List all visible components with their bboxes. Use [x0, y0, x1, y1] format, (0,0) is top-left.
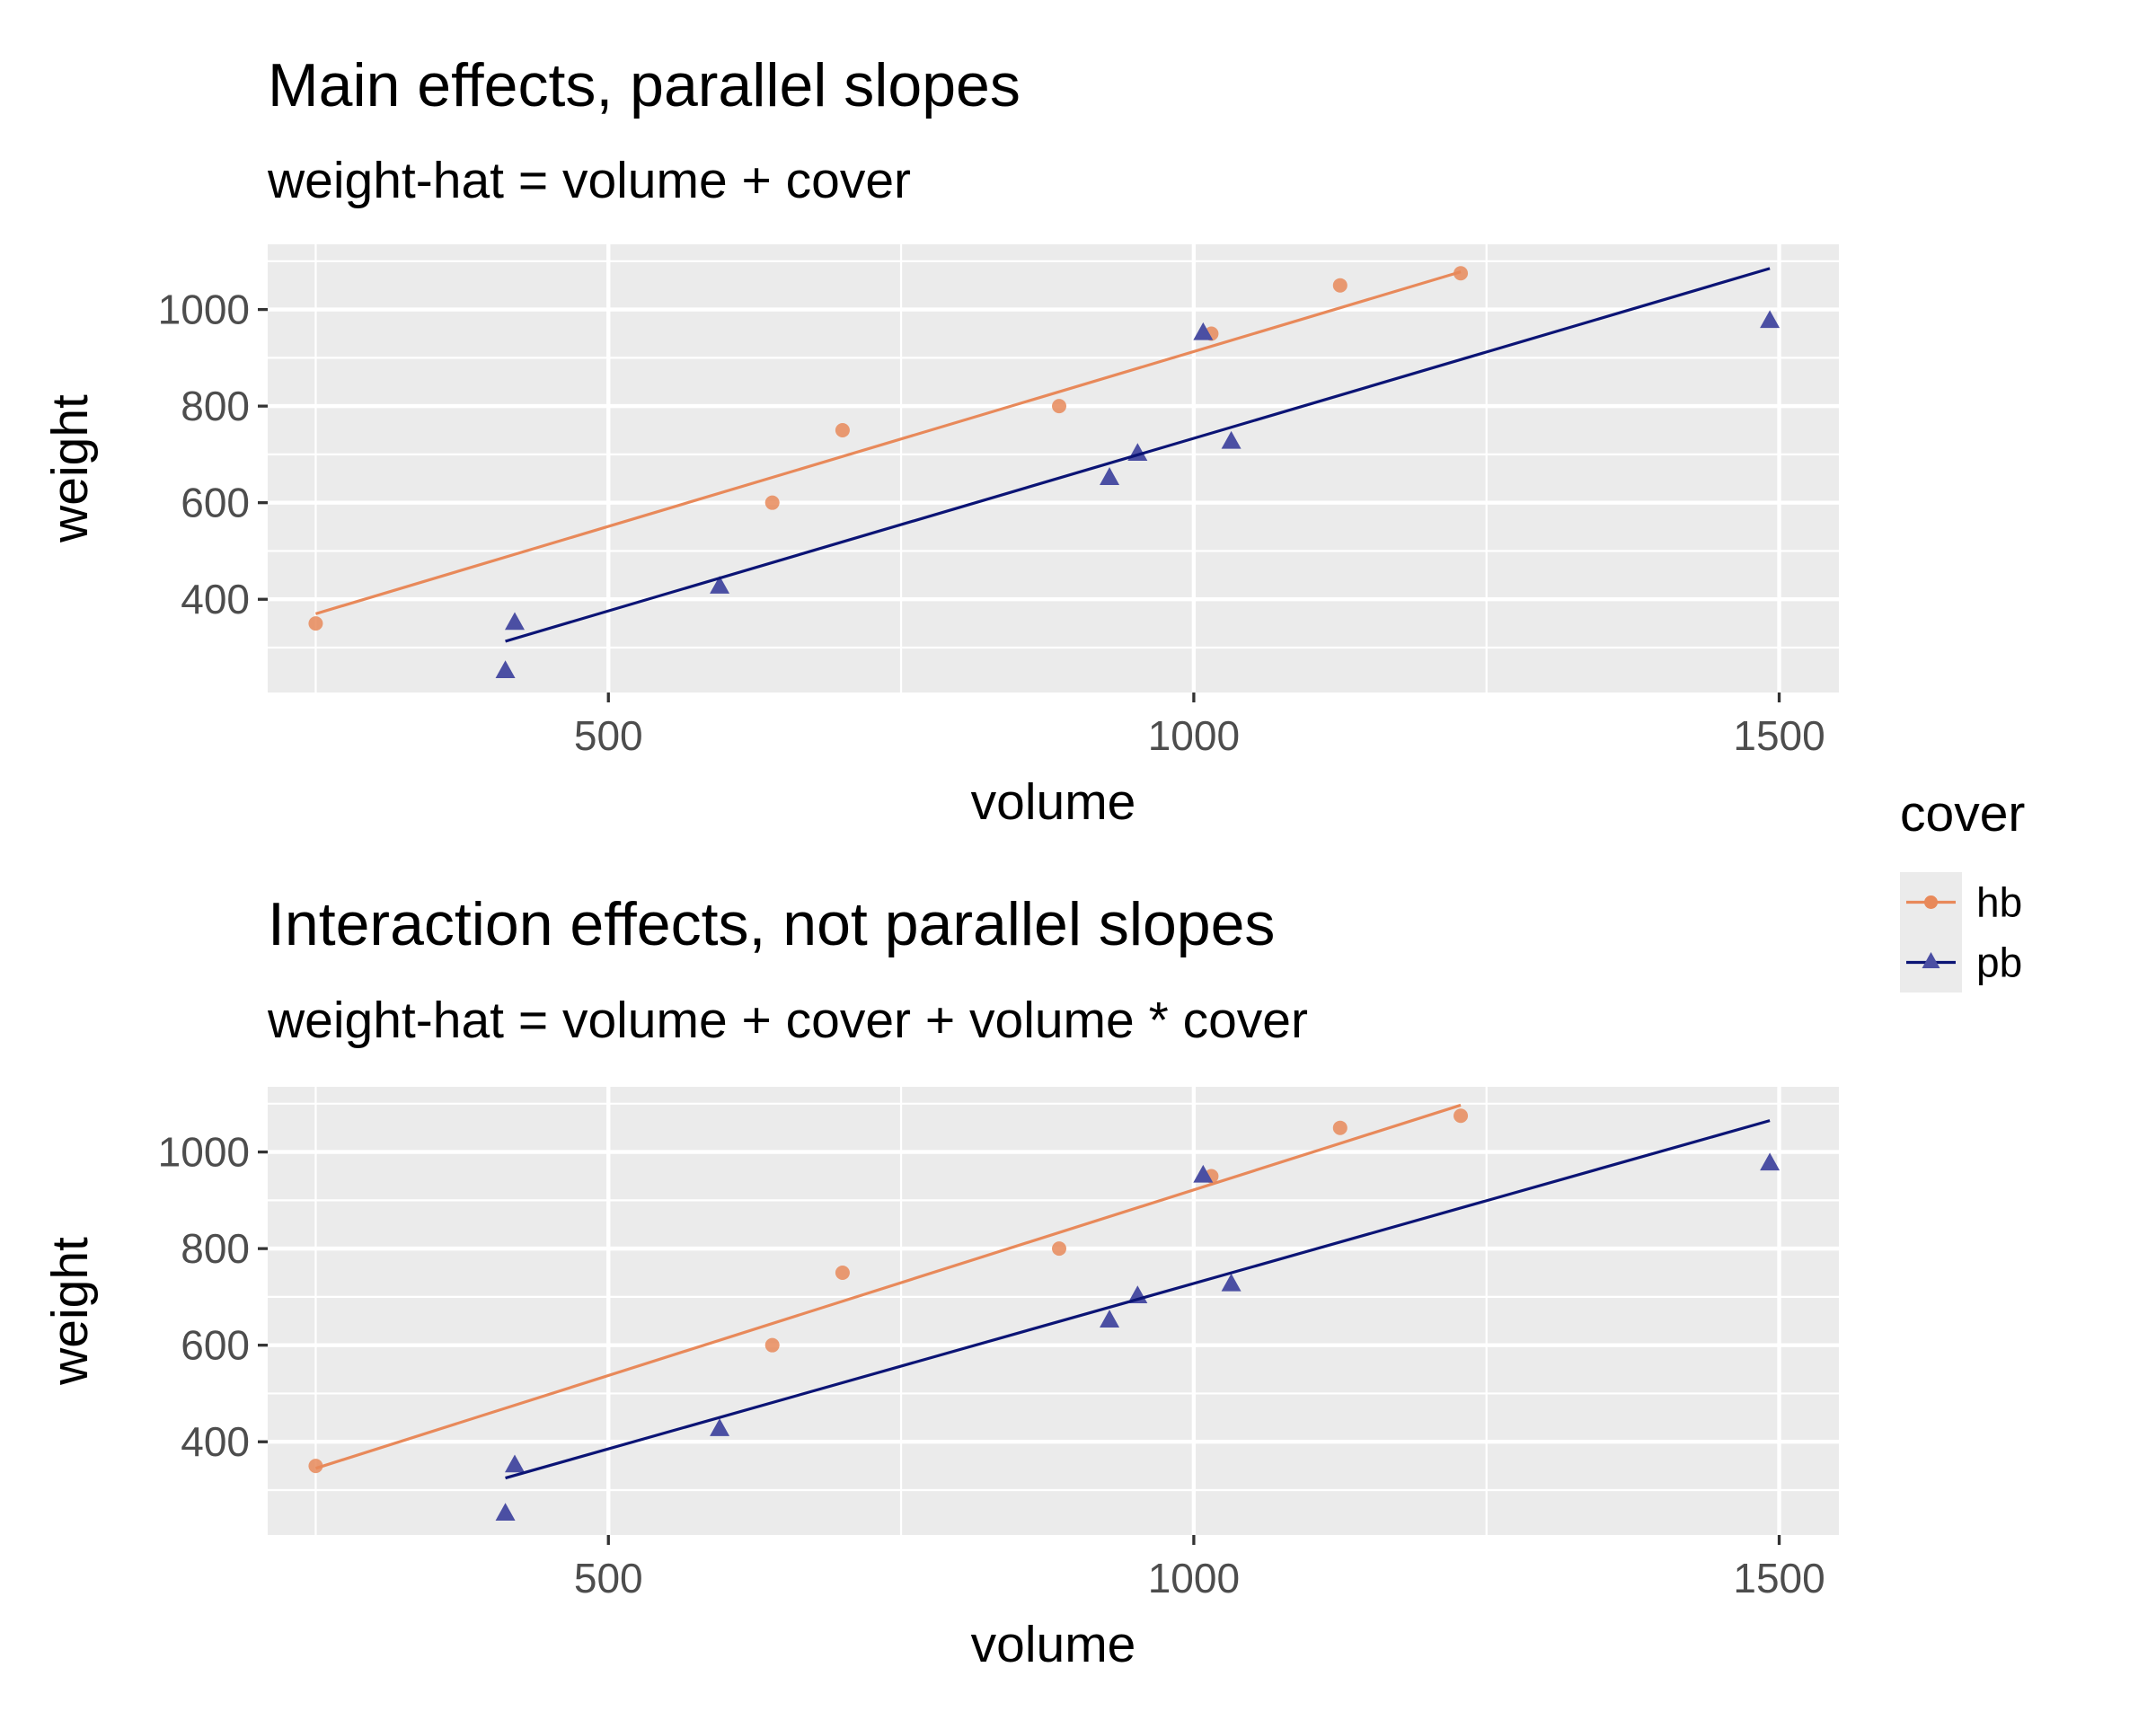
data-point-pb [495, 1503, 516, 1522]
x-tick-label: 500 [574, 1555, 643, 1601]
y-tick-label: 400 [181, 576, 250, 622]
data-point-pb [710, 1418, 730, 1436]
legend-title: cover [1900, 785, 2025, 842]
plot-background [268, 1087, 1839, 1535]
data-point-hb [835, 423, 850, 438]
data-point-hb [764, 495, 780, 510]
fit-line-pb [505, 1119, 1771, 1480]
y-tick-label: 600 [181, 480, 250, 526]
y-tick-label: 1000 [158, 1129, 250, 1176]
y-tick-label: 800 [181, 383, 250, 429]
data-point-pb [1100, 467, 1120, 485]
chart-title: Interaction effects, not parallel slopes [268, 890, 1275, 958]
chart-subtitle: weight-hat = volume + cover + volume * c… [267, 992, 1308, 1049]
data-point-pb [1760, 1152, 1780, 1171]
data-point-pb [1193, 1164, 1214, 1183]
data-point-hb [308, 1459, 323, 1474]
y-axis-label: weight [41, 1237, 99, 1386]
chart-panel-1: Main effects, parallel slopes weight-hat … [41, 51, 1839, 831]
x-tick-label: 500 [574, 712, 643, 759]
data-point-pb [495, 660, 516, 679]
data-point-pb [1760, 310, 1780, 329]
y-tick-label: 400 [181, 1418, 250, 1465]
fit-line-hb [314, 270, 1462, 615]
plot-background [268, 244, 1839, 692]
data-point-pb [504, 1454, 525, 1473]
chart-panel-2: Interaction effects, not parallel slopes… [41, 890, 1839, 1673]
legend: cover hb pb [1900, 785, 2025, 992]
fit-line-hb [314, 1103, 1462, 1470]
legend-label-pb: pb [1976, 939, 2022, 986]
x-tick-label: 1500 [1733, 712, 1825, 759]
data-point-pb [1221, 430, 1241, 449]
legend-marker-pb [1922, 952, 1940, 968]
y-tick-label: 1000 [158, 287, 250, 333]
chart-title: Main effects, parallel slopes [268, 51, 1021, 119]
y-axis-label: weight [41, 394, 99, 543]
x-axis-label: volume [971, 773, 1136, 831]
data-point-pb [1193, 322, 1214, 340]
legend-label-hb: hb [1976, 879, 2022, 926]
x-tick-label: 1000 [1148, 712, 1240, 759]
data-point-hb [1454, 1108, 1469, 1124]
x-tick-label: 1000 [1148, 1555, 1240, 1601]
data-point-hb [308, 616, 323, 631]
y-tick-label: 600 [181, 1322, 250, 1369]
data-point-hb [1052, 1241, 1067, 1257]
data-point-pb [1100, 1310, 1120, 1328]
data-point-hb [764, 1337, 780, 1353]
data-point-pb [1221, 1273, 1241, 1292]
data-point-pb [710, 576, 730, 594]
data-point-pb [504, 612, 525, 631]
data-point-hb [1052, 399, 1067, 414]
legend-marker-hb [1924, 895, 1938, 909]
chart-subtitle: weight-hat = volume + cover [267, 152, 911, 209]
x-tick-label: 1500 [1733, 1555, 1825, 1601]
data-point-hb [835, 1266, 850, 1281]
data-point-hb [1332, 1120, 1348, 1135]
x-axis-label: volume [971, 1616, 1136, 1673]
y-tick-label: 800 [181, 1225, 250, 1272]
fit-line-pb [505, 267, 1771, 643]
data-point-hb [1332, 278, 1348, 293]
